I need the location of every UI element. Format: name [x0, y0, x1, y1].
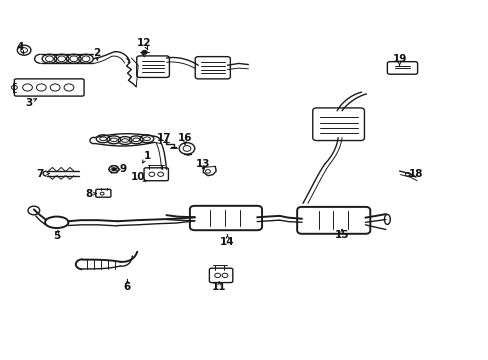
Circle shape — [112, 168, 116, 171]
Text: 1: 1 — [143, 150, 150, 161]
Text: 11: 11 — [211, 282, 226, 292]
Text: 12: 12 — [137, 38, 151, 48]
Text: 17: 17 — [157, 133, 171, 143]
Text: 2: 2 — [93, 48, 101, 58]
Text: 16: 16 — [178, 133, 192, 143]
Text: 13: 13 — [195, 159, 210, 169]
Text: 3: 3 — [25, 98, 33, 108]
Text: 5: 5 — [53, 231, 61, 240]
Text: 14: 14 — [220, 237, 234, 247]
Text: 6: 6 — [123, 282, 131, 292]
Text: 15: 15 — [334, 230, 348, 239]
Circle shape — [142, 50, 147, 54]
Text: 10: 10 — [131, 172, 145, 182]
Text: 7: 7 — [36, 168, 43, 179]
Text: 19: 19 — [391, 54, 406, 64]
Text: 18: 18 — [408, 168, 423, 179]
Text: 9: 9 — [119, 164, 126, 174]
Text: 8: 8 — [85, 189, 93, 199]
Text: 4: 4 — [17, 42, 24, 52]
